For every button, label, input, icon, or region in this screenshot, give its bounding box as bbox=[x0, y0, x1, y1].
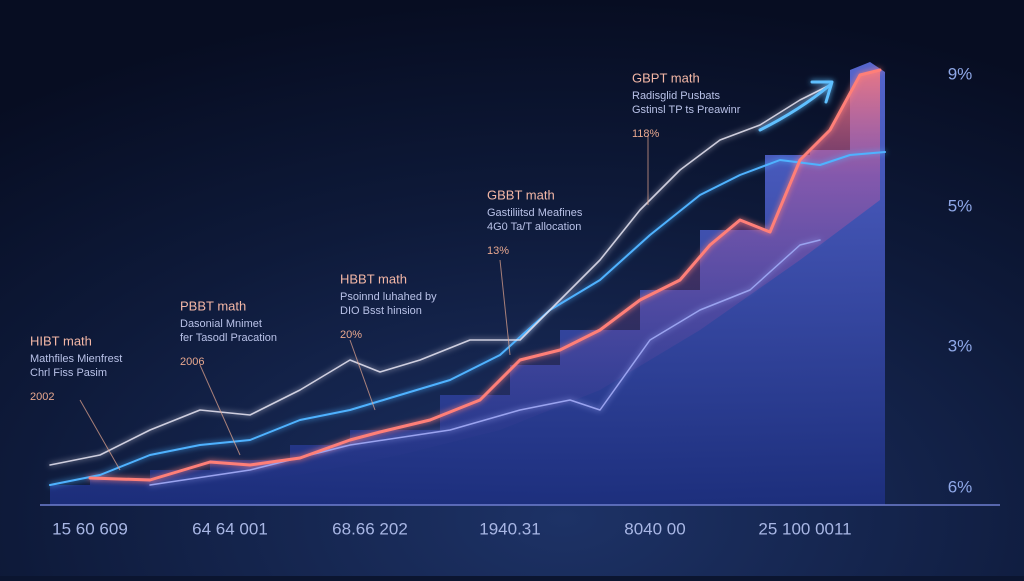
annotation-value: 20% bbox=[340, 329, 362, 341]
x-axis-label: 8040 00 bbox=[624, 519, 685, 538]
trend-arrow bbox=[758, 80, 834, 132]
annotation-title: PBBT math bbox=[180, 298, 246, 313]
annotation-text: Gstinsl TP ts Preawinr bbox=[632, 104, 741, 116]
blue-line bbox=[49, 151, 886, 486]
axis-label: 5% bbox=[948, 196, 973, 215]
pointers bbox=[79, 135, 649, 471]
pointer bbox=[79, 399, 121, 471]
annotation-text: Chrl Fiss Pasim bbox=[30, 367, 107, 379]
annotation-text: Dasonial Mnimet bbox=[180, 318, 262, 330]
lavender-line bbox=[149, 239, 821, 486]
highlight-area bbox=[90, 70, 880, 490]
axis-label: 6% bbox=[948, 477, 973, 496]
axis-label: 3% bbox=[948, 336, 973, 355]
annotation-text: Radisglid Pusbats bbox=[632, 90, 721, 102]
x-axis-label: 1940.31 bbox=[479, 519, 540, 538]
annotation-title: GBPT math bbox=[632, 70, 700, 85]
annotation-text: fer Tasodl Pracation bbox=[180, 332, 277, 344]
pointer bbox=[349, 339, 376, 411]
annotation-text: Gastiliitsd Meafines bbox=[487, 207, 583, 219]
x-axis-label: 25 100 0011 bbox=[758, 519, 851, 538]
annotation-text: DIO Bsst hinsion bbox=[340, 305, 422, 317]
red-line bbox=[88, 68, 882, 482]
annotation-text: Psoinnd luhahed by bbox=[340, 291, 437, 303]
annotation-text: Mathfiles Mienfrest bbox=[30, 353, 122, 365]
annotation-value: 118% bbox=[632, 128, 660, 140]
annotation-title: HBBT math bbox=[340, 271, 407, 286]
pointer bbox=[199, 364, 241, 456]
lines bbox=[49, 68, 886, 486]
annotation-value: 13% bbox=[487, 245, 509, 257]
white-line bbox=[49, 84, 831, 466]
labels: HIBT math Mathfiles Mienfrest Chrl Fiss Pa… bbox=[30, 64, 972, 538]
annotation-value: 2002 bbox=[30, 391, 54, 403]
annotation-title: HIBT math bbox=[30, 333, 92, 348]
x-axis-label: 15 60 609 bbox=[52, 519, 128, 538]
axis-label: 9% bbox=[948, 64, 973, 83]
area bbox=[50, 62, 885, 505]
annotation-value: 2006 bbox=[180, 356, 204, 368]
pointer bbox=[499, 259, 511, 356]
x-axis-label: 64 64 001 bbox=[192, 519, 268, 538]
annotation-title: GBBT math bbox=[487, 187, 555, 202]
x-axis-label: 68.66 202 bbox=[332, 519, 408, 538]
annotation-text: 4G0 Ta/T allocation bbox=[487, 221, 581, 233]
